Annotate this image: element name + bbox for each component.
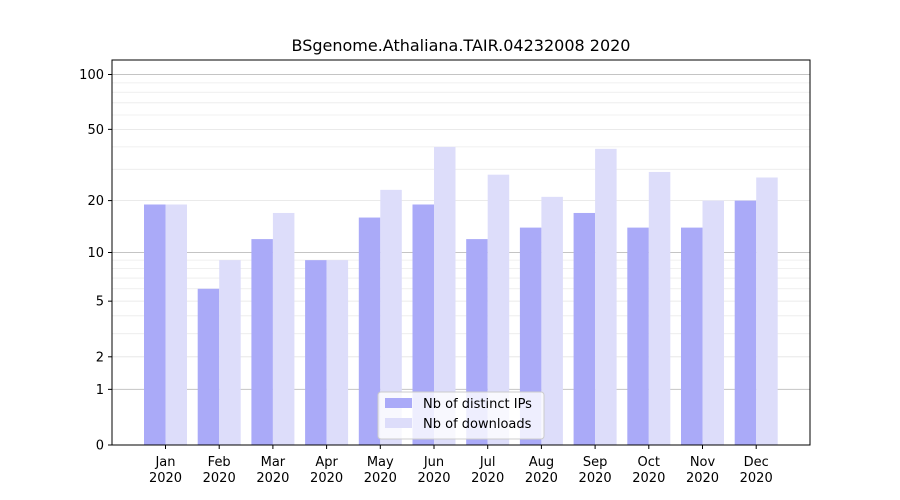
x-tick-label-year: 2020	[632, 471, 665, 486]
y-tick-label: 100	[79, 68, 104, 83]
bar-distinct-ips-apr	[305, 260, 327, 445]
y-axis: 0 1 2 5 10 20 50 100	[79, 68, 112, 454]
bar-downloads-jun	[434, 146, 456, 445]
bar-downloads-feb	[219, 260, 241, 445]
bar-distinct-ips-dec	[734, 200, 757, 445]
x-tick-label-year: 2020	[579, 471, 612, 486]
x-tick-label-month: Nov	[690, 455, 716, 470]
bar-downloads-oct	[648, 171, 671, 445]
y-tick-label: 1	[96, 383, 104, 398]
x-tick-label-month: Mar	[261, 455, 286, 470]
y-tick-label: 10	[87, 246, 104, 261]
chart-title: BSgenome.Athaliana.TAIR.04232008 2020	[292, 36, 631, 55]
bar-distinct-ips-oct	[627, 227, 649, 445]
legend-label: Nb of distinct IPs	[423, 397, 532, 412]
y-tick-label: 2	[96, 350, 104, 365]
bars	[144, 146, 778, 446]
x-tick-label-month: Sep	[583, 455, 608, 470]
y-tick-label: 0	[96, 439, 104, 454]
x-tick-label-year: 2020	[740, 471, 773, 486]
y-tick-label: 50	[87, 123, 104, 138]
bar-downloads-jan	[165, 204, 187, 445]
x-tick-label-month: Dec	[744, 455, 769, 470]
x-tick-label-month: Feb	[208, 455, 231, 470]
x-tick-label-year: 2020	[525, 471, 558, 486]
x-tick-label-month: May	[367, 455, 394, 470]
x-tick-label-month: Oct	[638, 455, 660, 470]
bar-downloads-apr	[326, 260, 349, 445]
x-tick-label-year: 2020	[149, 471, 182, 486]
y-tick-label: 5	[96, 295, 104, 310]
bar-distinct-ips-aug	[519, 227, 542, 445]
bar-downloads-nov	[702, 200, 724, 445]
bar-downloads-mar	[272, 212, 295, 445]
x-tick-label-year: 2020	[203, 471, 236, 486]
legend-swatch	[385, 398, 412, 408]
y-tick-label: 20	[87, 194, 104, 209]
x-tick-label-month: Apr	[315, 455, 338, 470]
x-tick-label-year: 2020	[471, 471, 504, 486]
bar-distinct-ips-jun	[412, 204, 434, 445]
bar-downloads-aug	[541, 196, 563, 445]
bar-distinct-ips-mar	[251, 239, 273, 445]
bar-distinct-ips-nov	[681, 227, 703, 445]
legend: Nb of distinct IPs Nb of downloads	[377, 391, 545, 440]
x-axis: Jan2020Feb2020Mar2020Apr2020May2020Jun20…	[149, 445, 773, 486]
bar-downloads-dec	[756, 177, 778, 445]
x-tick-label-year: 2020	[310, 471, 343, 486]
bar-downloads-sep	[595, 148, 617, 445]
bar-distinct-ips-sep	[573, 212, 596, 445]
x-tick-label-month: Aug	[529, 455, 554, 470]
x-tick-label-year: 2020	[686, 471, 719, 486]
bar-distinct-ips-may	[358, 217, 381, 445]
legend-swatch	[385, 418, 412, 428]
x-tick-label-month: Jun	[423, 455, 444, 470]
x-tick-label-year: 2020	[364, 471, 397, 486]
legend-box	[377, 391, 545, 440]
x-tick-label-month: Jul	[479, 455, 496, 470]
x-tick-label-month: Jan	[154, 455, 175, 470]
bar-downloads-may	[380, 189, 402, 445]
x-tick-label-year: 2020	[417, 471, 450, 486]
bar-downloads-jul	[487, 174, 510, 446]
x-tick-label-year: 2020	[256, 471, 289, 486]
legend-label: Nb of downloads	[423, 417, 532, 432]
bar-distinct-ips-jan	[144, 204, 166, 445]
bar-distinct-ips-feb	[197, 288, 220, 445]
